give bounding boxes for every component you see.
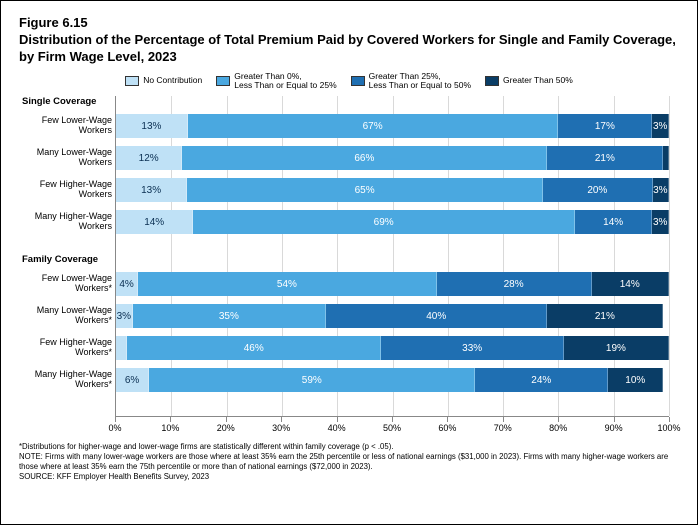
- bar-row: 13%65%20%3%: [116, 178, 669, 202]
- bar-segment: 13%: [116, 114, 188, 138]
- bar-segment: 10%: [608, 368, 663, 392]
- bar-segment: 69%: [193, 210, 575, 234]
- x-tick: [115, 417, 116, 422]
- x-tick: [503, 417, 504, 422]
- row-label: Few Lower-Wage Workers*: [20, 275, 112, 295]
- bar-segment: 66%: [182, 146, 547, 170]
- x-tick-label: 90%: [605, 423, 623, 433]
- bar-segment: 21%: [547, 146, 663, 170]
- bar-segment: 3%: [653, 178, 669, 202]
- row-label: Many Higher-Wage Workers: [20, 213, 112, 233]
- x-tick-label: 80%: [549, 423, 567, 433]
- x-tick: [226, 417, 227, 422]
- row-label: Few Higher-Wage Workers: [20, 181, 112, 201]
- bar-row: 13%67%17%3%: [116, 114, 669, 138]
- bar-segment: 54%: [138, 272, 437, 296]
- x-tick-label: 100%: [657, 423, 680, 433]
- bar-segment: 67%: [188, 114, 559, 138]
- footnote-line: NOTE: Firms with many lower-wage workers…: [19, 452, 679, 471]
- bar-segment: 21%: [547, 304, 663, 328]
- bar-segment: 40%: [326, 304, 547, 328]
- bar-row: 12%66%21%: [116, 146, 669, 170]
- bar-segment: [663, 146, 669, 170]
- section-header: Family Coverage: [20, 254, 116, 265]
- x-tick: [558, 417, 559, 422]
- row-label: Many Lower-Wage Workers*: [20, 307, 112, 327]
- figure-number: Figure 6.15: [19, 15, 679, 30]
- bar-row: 6%59%24%10%: [116, 368, 669, 392]
- legend-label: Greater Than 50%: [503, 76, 573, 85]
- legend-swatch: [125, 76, 139, 86]
- footnotes: *Distributions for higher-wage and lower…: [19, 442, 679, 481]
- x-tick: [337, 417, 338, 422]
- plot-area: Single CoverageFew Lower-Wage Workers13%…: [115, 96, 669, 416]
- bar-segment: 20%: [543, 178, 653, 202]
- bar-segment: 3%: [652, 114, 669, 138]
- bar-segment: 14%: [575, 210, 652, 234]
- figure-title: Distribution of the Percentage of Total …: [19, 32, 679, 66]
- legend-label: Greater Than 25%, Less Than or Equal to …: [369, 72, 471, 91]
- bar-segment: 12%: [116, 146, 182, 170]
- x-tick-label: 70%: [494, 423, 512, 433]
- row-label: Many Lower-Wage Workers: [20, 149, 112, 169]
- bar-row: 4%54%28%14%: [116, 272, 669, 296]
- footnote-line: *Distributions for higher-wage and lower…: [19, 442, 679, 452]
- x-tick-label: 10%: [161, 423, 179, 433]
- bar-segment: 3%: [652, 210, 669, 234]
- row-label: Few Higher-Wage Workers*: [20, 339, 112, 359]
- bar-segment: [116, 336, 127, 360]
- bar-segment: 3%: [116, 304, 133, 328]
- bar-segment: 17%: [558, 114, 652, 138]
- x-tick: [281, 417, 282, 422]
- legend-item: No Contribution: [125, 72, 202, 91]
- x-tick: [392, 417, 393, 422]
- row-label: Many Higher-Wage Workers*: [20, 371, 112, 391]
- legend-label: No Contribution: [143, 76, 202, 85]
- bar-row: 46%33%19%: [116, 336, 669, 360]
- legend-item: Greater Than 50%: [485, 72, 573, 91]
- bar-segment: 14%: [116, 210, 193, 234]
- bar-row: 3%35%40%21%: [116, 304, 669, 328]
- bar-row: 14%69%14%3%: [116, 210, 669, 234]
- x-tick-label: 60%: [438, 423, 456, 433]
- bar-segment: 33%: [381, 336, 563, 360]
- x-tick: [170, 417, 171, 422]
- bar-segment: 6%: [116, 368, 149, 392]
- legend-item: Greater Than 25%, Less Than or Equal to …: [351, 72, 471, 91]
- legend-swatch: [485, 76, 499, 86]
- x-axis: 0%10%20%30%40%50%60%70%80%90%100%: [115, 416, 669, 438]
- bar-segment: 4%: [116, 272, 138, 296]
- x-tick: [669, 417, 670, 422]
- x-tick-label: 40%: [328, 423, 346, 433]
- footnote-line: SOURCE: KFF Employer Health Benefits Sur…: [19, 472, 679, 482]
- legend-item: Greater Than 0%, Less Than or Equal to 2…: [216, 72, 336, 91]
- row-label: Few Lower-Wage Workers: [20, 117, 112, 137]
- x-tick-label: 30%: [272, 423, 290, 433]
- x-tick-label: 50%: [383, 423, 401, 433]
- bar-segment: 19%: [564, 336, 669, 360]
- legend-label: Greater Than 0%, Less Than or Equal to 2…: [234, 72, 336, 91]
- bar-segment: 28%: [437, 272, 592, 296]
- x-tick-label: 0%: [108, 423, 121, 433]
- legend: No Contribution Greater Than 0%, Less Tha…: [19, 72, 679, 91]
- bar-segment: 24%: [475, 368, 608, 392]
- bar-segment: 35%: [133, 304, 327, 328]
- bar-segment: 46%: [127, 336, 381, 360]
- x-tick: [614, 417, 615, 422]
- bar-segment: 65%: [187, 178, 543, 202]
- x-tick-label: 20%: [217, 423, 235, 433]
- x-tick: [447, 417, 448, 422]
- legend-swatch: [351, 76, 365, 86]
- grid-line: [669, 96, 670, 416]
- chart: Single CoverageFew Lower-Wage Workers13%…: [115, 96, 669, 416]
- bar-segment: 14%: [592, 272, 669, 296]
- bar-segment: 13%: [116, 178, 187, 202]
- section-header: Single Coverage: [20, 96, 116, 107]
- bar-segment: 59%: [149, 368, 475, 392]
- legend-swatch: [216, 76, 230, 86]
